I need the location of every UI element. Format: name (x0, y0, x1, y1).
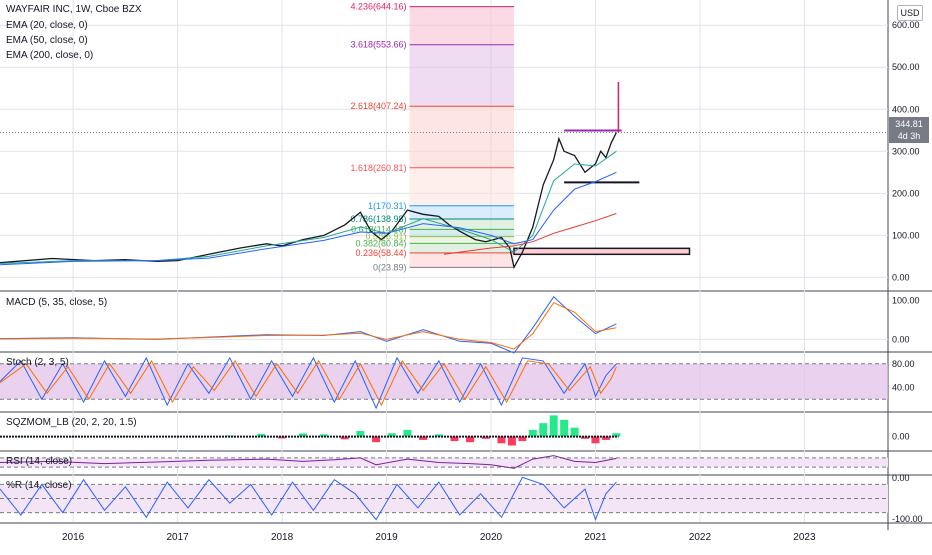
y-tick-label: 0.00 (892, 272, 910, 282)
last-price-tag: 344.81 4d 3h (889, 117, 929, 143)
price-line (0, 133, 616, 268)
ema20-legend[interactable]: EMA (20, close, 0) (6, 20, 88, 31)
x-tick-label: 2020 (480, 532, 503, 543)
last-price-value: 344.81 (889, 118, 929, 130)
willr-label[interactable]: %R (14, close) (6, 480, 72, 491)
x-tick-label: 2021 (584, 532, 607, 543)
fib-zone (410, 45, 514, 107)
chart-title: WAYFAIR INC, 1W, Cboe BZX (6, 4, 142, 15)
fib-level-label: 4.236(644.16) (350, 2, 406, 12)
sqz-bar (550, 415, 558, 436)
fib-zone (410, 7, 514, 45)
fib-level-label: 0(23.89) (373, 262, 407, 272)
fib-level-label: 3.618(553.66) (350, 40, 406, 50)
sqz-bar (508, 437, 516, 446)
y-tick-label: 100.00 (892, 230, 920, 240)
ema20-line (0, 151, 616, 263)
sqz-bar (482, 437, 490, 439)
y-tick-label: 200.00 (892, 188, 920, 198)
y-tick-label: 300.00 (892, 146, 920, 156)
fib-zone (410, 253, 514, 268)
y-tick-label: 0.00 (892, 432, 910, 442)
sqz-bar (539, 423, 547, 436)
fib-level-label: 1(170.31) (368, 201, 407, 211)
sqz-bar (121, 436, 129, 437)
x-tick-label: 2018 (271, 532, 294, 543)
countdown-value: 4d 3h (889, 130, 929, 142)
rsi-label[interactable]: RSI (14, close) (6, 456, 72, 467)
y-tick-label: 0.00 (892, 334, 910, 344)
y-tick-label: 500.00 (892, 62, 920, 72)
fib-level-label: 0.236(58.44) (355, 248, 406, 258)
sqz-bar (560, 420, 568, 437)
fib-zone (410, 206, 514, 219)
ema200-legend[interactable]: EMA (200, close, 0) (6, 50, 93, 61)
y-tick-label: -100.00 (892, 514, 923, 524)
fib-zone (410, 106, 514, 168)
y-tick-label: 0.00 (892, 473, 910, 483)
fib-level-label: 2.618(407.24) (350, 101, 406, 111)
x-tick-label: 2023 (793, 532, 816, 543)
stoch-label[interactable]: Stoch (2, 3, 5) (6, 357, 69, 368)
sqz-bar (341, 437, 349, 440)
fib-level-label: 1.618(260.81) (350, 163, 406, 173)
sqz-bar (591, 437, 599, 444)
sqz-bar (571, 428, 579, 437)
sqz-bar (529, 430, 537, 437)
y-tick-label: 40.00 (892, 382, 915, 392)
y-tick-label: 600.00 (892, 20, 920, 30)
x-tick-label: 2019 (375, 532, 398, 543)
x-tick-label: 2016 (62, 532, 85, 543)
sqz-label[interactable]: SQZMOM_LB (20, 2, 20, 1.5) (6, 417, 137, 428)
x-tick-label: 2022 (689, 532, 712, 543)
macd-label[interactable]: MACD (5, 35, close, 5) (6, 297, 107, 308)
x-tick-label: 2017 (166, 532, 189, 543)
currency-button[interactable]: USD (897, 5, 923, 21)
y-tick-label: 100.00 (892, 296, 920, 306)
y-tick-label: 400.00 (892, 104, 920, 114)
y-tick-label: 80.00 (892, 359, 915, 369)
fib-zone (410, 168, 514, 206)
sqz-bar (497, 437, 505, 444)
support-zone-box (514, 248, 690, 254)
sqz-bar (403, 430, 411, 437)
ema50-legend[interactable]: EMA (50, close, 0) (6, 35, 88, 46)
macd-signal-line (0, 303, 616, 350)
